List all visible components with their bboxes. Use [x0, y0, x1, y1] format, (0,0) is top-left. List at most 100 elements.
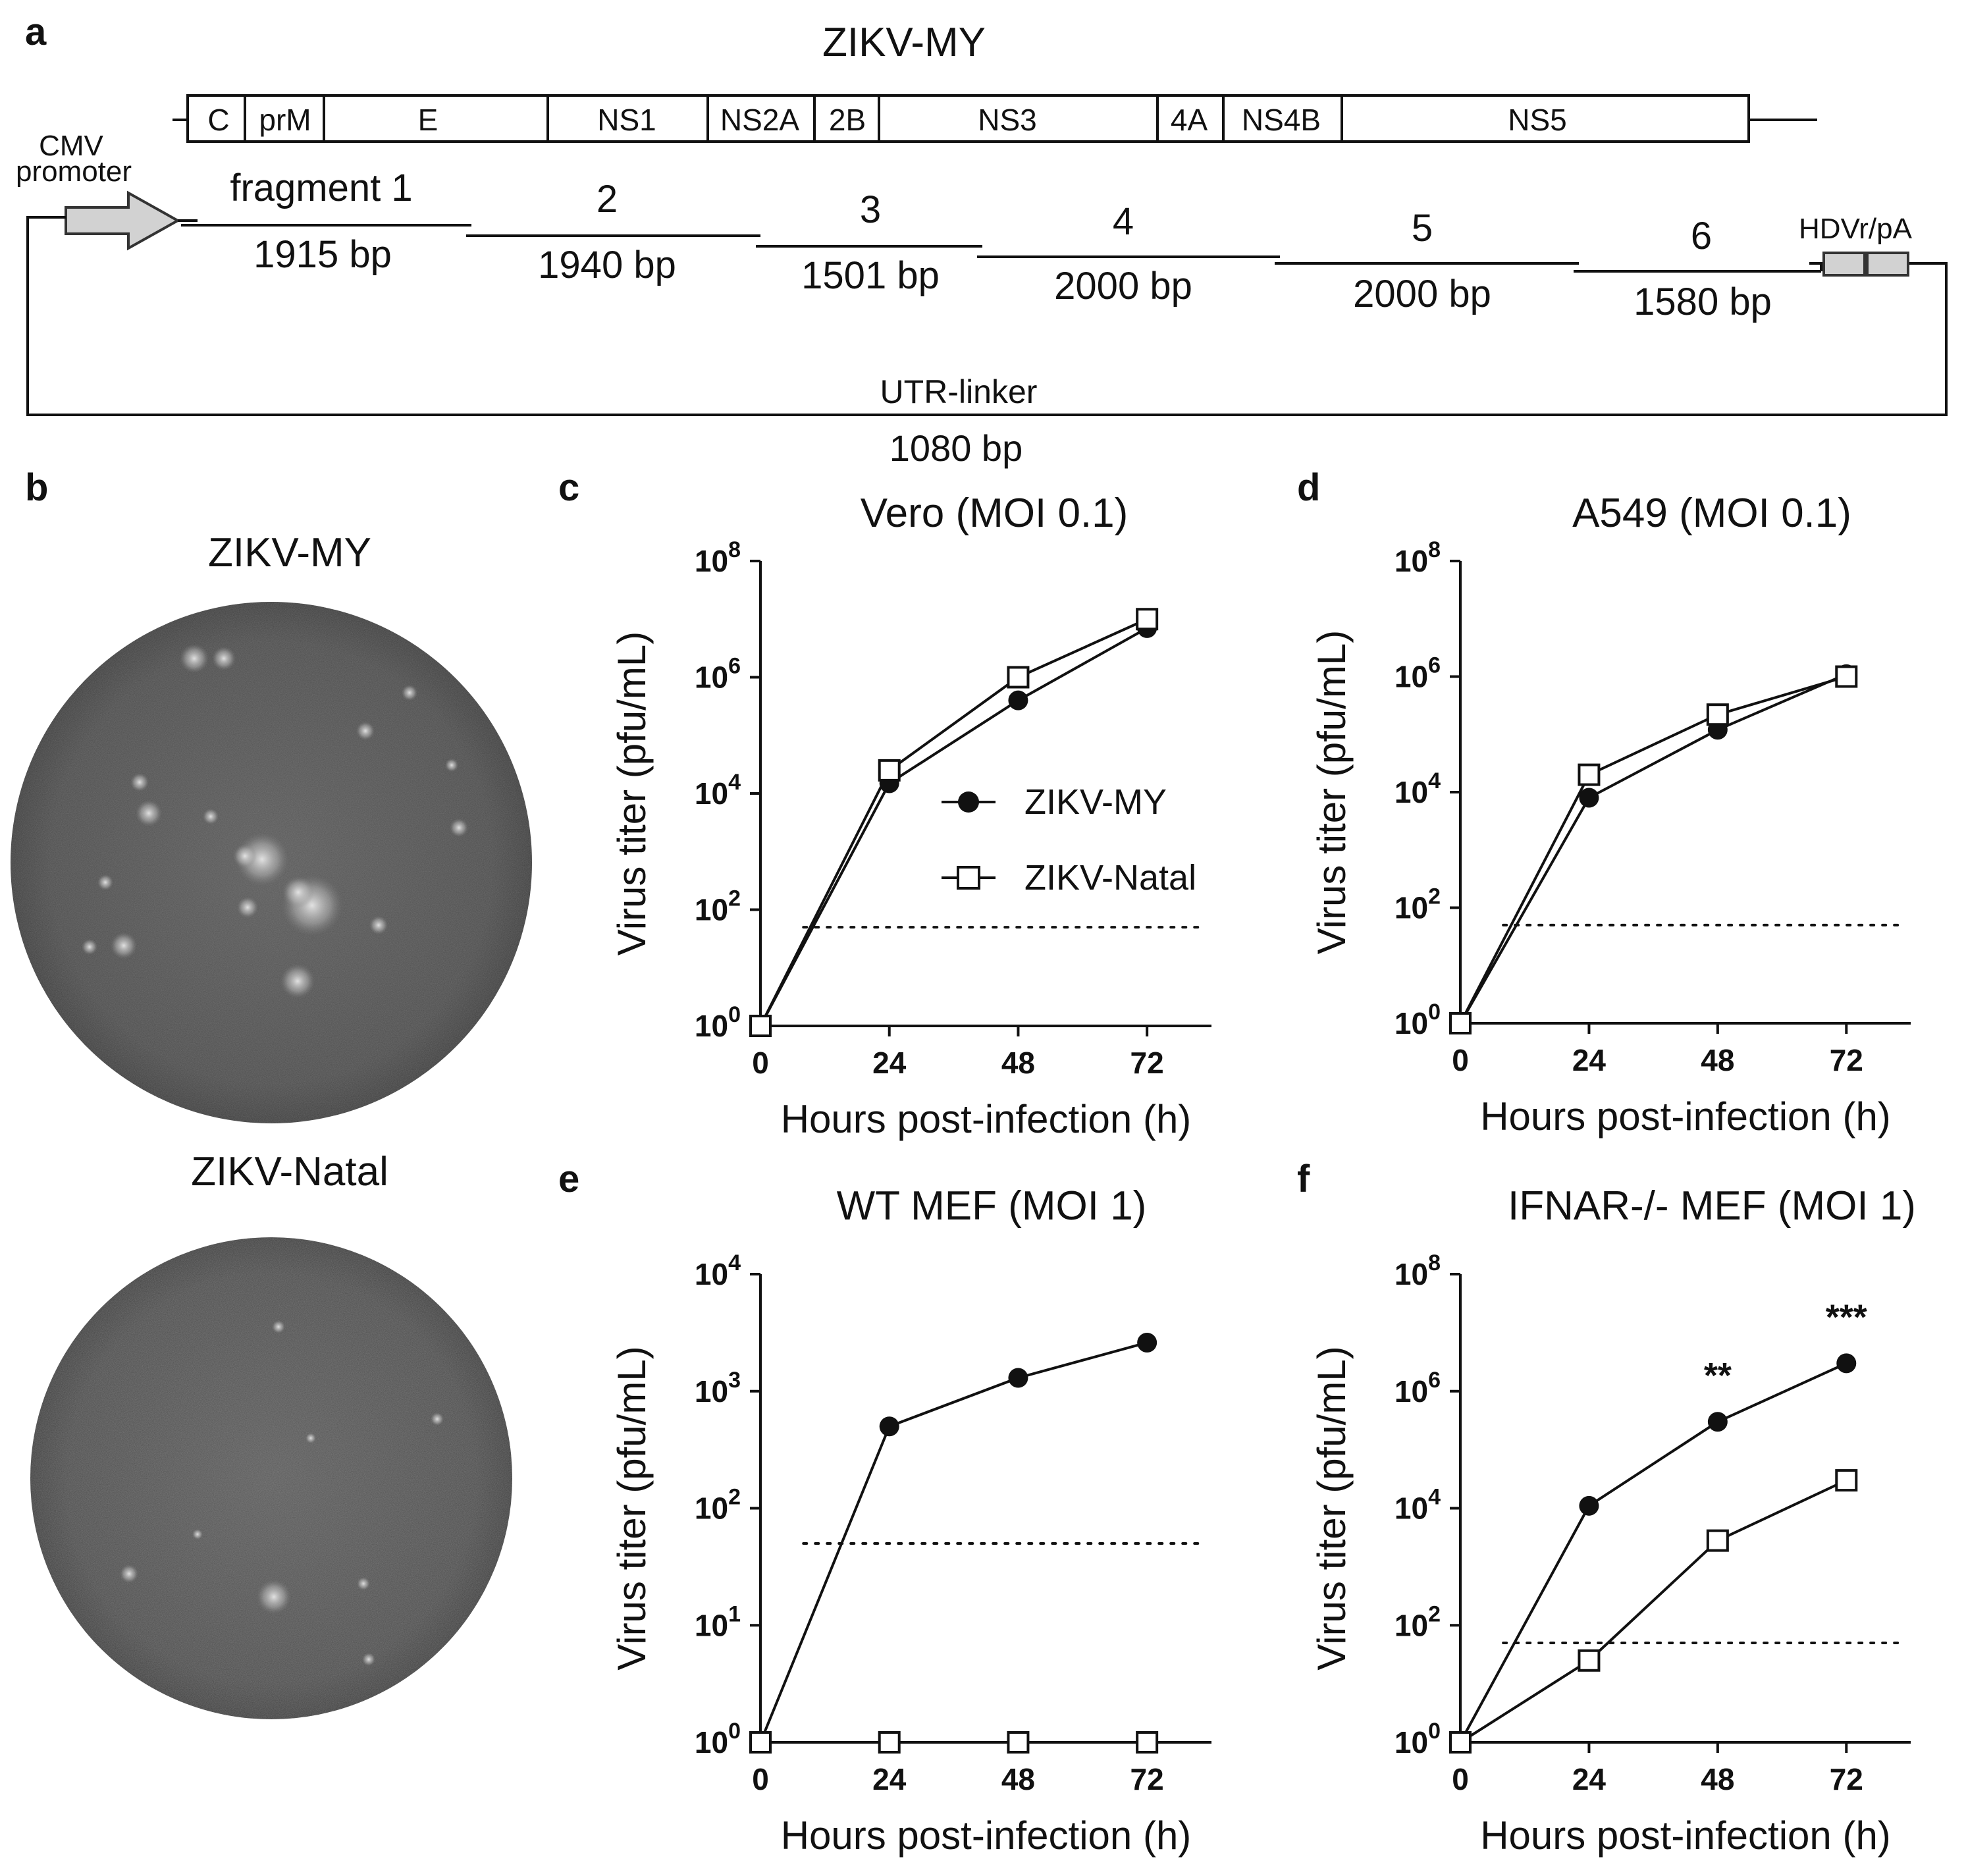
plaque-spot	[369, 916, 388, 934]
x-tick-label: 0	[752, 1046, 769, 1080]
y-axis-label: Virus titer (pfu/mL)	[610, 631, 654, 955]
series-line	[1459, 1479, 1847, 1744]
data-point-circle	[879, 1416, 899, 1437]
chart-title: IFNAR-/- MEF (MOI 1)	[1508, 1183, 1916, 1229]
fragment-size: 1501 bp	[801, 254, 940, 297]
plaque-spot	[192, 1529, 203, 1540]
plaque-spot	[306, 1433, 316, 1443]
plaque-spot	[97, 874, 113, 890]
plaque-spot	[445, 759, 458, 772]
x-axis-label: Hours post-infection (h)	[1480, 1813, 1891, 1858]
plaque-spot	[212, 647, 236, 670]
plaque-spot	[203, 809, 219, 824]
plaque-label-zikv-natal: ZIKV-Natal	[191, 1149, 388, 1194]
plaque-spot	[282, 876, 314, 908]
y-tick-label: 104	[1395, 768, 1441, 809]
plaque-spot	[356, 722, 375, 740]
chart-title: Vero (MOI 0.1)	[861, 491, 1129, 536]
data-point-square	[878, 1731, 901, 1754]
plaque-spot	[257, 1580, 291, 1614]
panel-f: f IFNAR-/- MEF (MOI 1) 100 102 104 106 108 0 24…	[1297, 1158, 1916, 1858]
panel-label-d: d	[1297, 466, 1320, 509]
fragment-size: 2000 bp	[1353, 273, 1491, 315]
y-tick-label: 100	[695, 1002, 741, 1043]
panel-label-e: e	[558, 1158, 579, 1200]
y-tick-label: 108	[1395, 537, 1441, 578]
polya-box	[1866, 252, 1909, 277]
segment-label: 4A	[1171, 103, 1208, 137]
hdv-ribozyme-box	[1822, 252, 1866, 277]
x-tick-label: 24	[872, 1046, 907, 1080]
y-tick-label: 101	[695, 1601, 741, 1642]
genome-orf-box	[186, 94, 1750, 143]
cmv-promoter-arrow-icon	[65, 190, 181, 251]
y-tick-label: 108	[1395, 1250, 1441, 1291]
fragment-name: 3	[860, 188, 881, 231]
fragment-size: 1580 bp	[1634, 281, 1772, 323]
chart-a549: A549 (MOI 0.1) 100 102 104 106 108 0 24 48 72 Hour…	[1310, 491, 1911, 1139]
legend-label-zikv-my: ZIKV-MY	[1024, 782, 1167, 822]
series-line	[1459, 675, 1847, 1024]
chart-title: WT MEF (MOI 1)	[837, 1183, 1147, 1229]
panel-label-c: c	[558, 466, 579, 509]
y-axis-label: Virus titer (pfu/mL)	[610, 1346, 654, 1670]
series-line	[1459, 673, 1847, 1024]
segment-label: NS5	[1508, 103, 1566, 137]
segment-label: NS1	[597, 103, 656, 137]
panel-a: a ZIKV-MY C prM E NS1 NS2A 2B NS3 4A NS4…	[16, 11, 1948, 469]
x-tick-label: 0	[1452, 1043, 1469, 1077]
linker-size: 1080 bp	[890, 427, 1023, 469]
x-tick-label: 72	[1130, 1762, 1164, 1796]
significance-annotation: ***	[1826, 1297, 1867, 1337]
data-point-square	[878, 759, 901, 782]
plaque-label-zikv-my: ZIKV-MY	[208, 530, 371, 576]
fragment-size: 1940 bp	[538, 244, 676, 286]
segment-label: 2B	[829, 103, 866, 137]
panel-label-a: a	[25, 11, 47, 53]
x-tick-label: 48	[1701, 1762, 1734, 1796]
data-point-square	[749, 1015, 772, 1037]
utr-linker-backbone	[26, 216, 1948, 416]
panel-b: b ZIKV-MY ZIKV-Natal	[11, 466, 532, 1719]
plaque-spot	[233, 844, 257, 868]
significance-annotation: **	[1704, 1356, 1732, 1395]
segment-label: NS4B	[1242, 103, 1321, 137]
x-tick-label: 48	[1001, 1762, 1035, 1796]
x-tick-label: 24	[1572, 1762, 1607, 1796]
chart-title: A549 (MOI 0.1)	[1572, 491, 1851, 536]
legend: ZIKV-MY ZIKV-Natal	[942, 782, 1196, 898]
plaque-spot	[272, 1320, 285, 1333]
data-point-square	[1449, 1012, 1472, 1034]
data-point-circle	[1008, 690, 1028, 710]
data-point-square	[1835, 1469, 1858, 1492]
genome-segment-labels: C prM E NS1 NS2A 2B NS3 4A NS4B NS5	[207, 103, 1566, 137]
plaque-spot	[130, 773, 149, 791]
data-point-square	[1136, 608, 1159, 631]
plaque-spot	[431, 1412, 444, 1426]
x-axis-label: Hours post-infection (h)	[1480, 1094, 1891, 1139]
plaque-spot	[450, 818, 468, 837]
y-tick-label: 100	[695, 1719, 741, 1759]
data-point-circle	[1579, 1495, 1599, 1516]
plaque-spot	[111, 932, 137, 959]
panel-c: c Vero (MOI 0.1) 100 102 104 106 108 0 24 48 72 Ho…	[558, 466, 1211, 1141]
fragment-name: 6	[1691, 215, 1712, 257]
x-tick-label: 48	[1701, 1043, 1734, 1077]
x-tick-label: 72	[1830, 1762, 1863, 1796]
x-tick-label: 48	[1001, 1046, 1035, 1080]
fragment-name: fragment 1	[230, 167, 412, 209]
y-tick-label: 106	[1395, 653, 1441, 694]
promoter-label-line1: CMV	[39, 130, 103, 162]
segment-label: NS2A	[720, 103, 799, 137]
y-tick-label: 102	[695, 1485, 741, 1526]
y-tick-label: 108	[695, 537, 741, 578]
y-tick-label: 100	[1395, 1000, 1441, 1040]
data-point-square	[1706, 1529, 1729, 1552]
series-line	[759, 627, 1148, 1027]
y-tick-label: 102	[695, 886, 741, 927]
y-tick-label: 104	[695, 1250, 741, 1291]
legend-marker-zikv-natal	[957, 866, 980, 890]
plaque-spot	[180, 644, 209, 673]
y-tick-label: 103	[695, 1368, 741, 1408]
